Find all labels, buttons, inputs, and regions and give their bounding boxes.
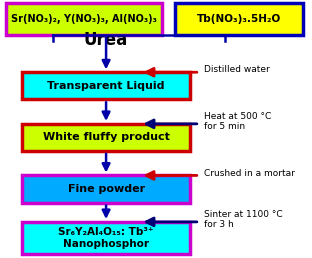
Text: Tb(NO₃)₃.5H₂O: Tb(NO₃)₃.5H₂O	[197, 14, 281, 24]
FancyBboxPatch shape	[6, 3, 162, 35]
Text: Crushed in a mortar: Crushed in a mortar	[204, 169, 295, 178]
Text: White fluffy product: White fluffy product	[43, 132, 169, 142]
FancyBboxPatch shape	[175, 3, 303, 35]
FancyBboxPatch shape	[22, 124, 190, 151]
FancyBboxPatch shape	[22, 222, 190, 254]
Text: Transparent Liquid: Transparent Liquid	[47, 81, 165, 91]
Text: Heat at 500 °C
for 5 min: Heat at 500 °C for 5 min	[204, 111, 272, 131]
FancyBboxPatch shape	[22, 72, 190, 99]
FancyBboxPatch shape	[22, 175, 190, 203]
Text: Distilled water: Distilled water	[204, 65, 270, 74]
Text: Sr₆Y₂Al₄O₁₅: Tb³⁺
Nanophosphor: Sr₆Y₂Al₄O₁₅: Tb³⁺ Nanophosphor	[58, 227, 154, 249]
Text: Urea: Urea	[84, 31, 128, 49]
Text: Sinter at 1100 °C
for 3 h: Sinter at 1100 °C for 3 h	[204, 209, 283, 229]
Text: Sr(NO₃)₂, Y(NO₃)₃, Al(NO₃)₃: Sr(NO₃)₂, Y(NO₃)₃, Al(NO₃)₃	[11, 14, 157, 24]
Text: Fine powder: Fine powder	[67, 184, 145, 194]
